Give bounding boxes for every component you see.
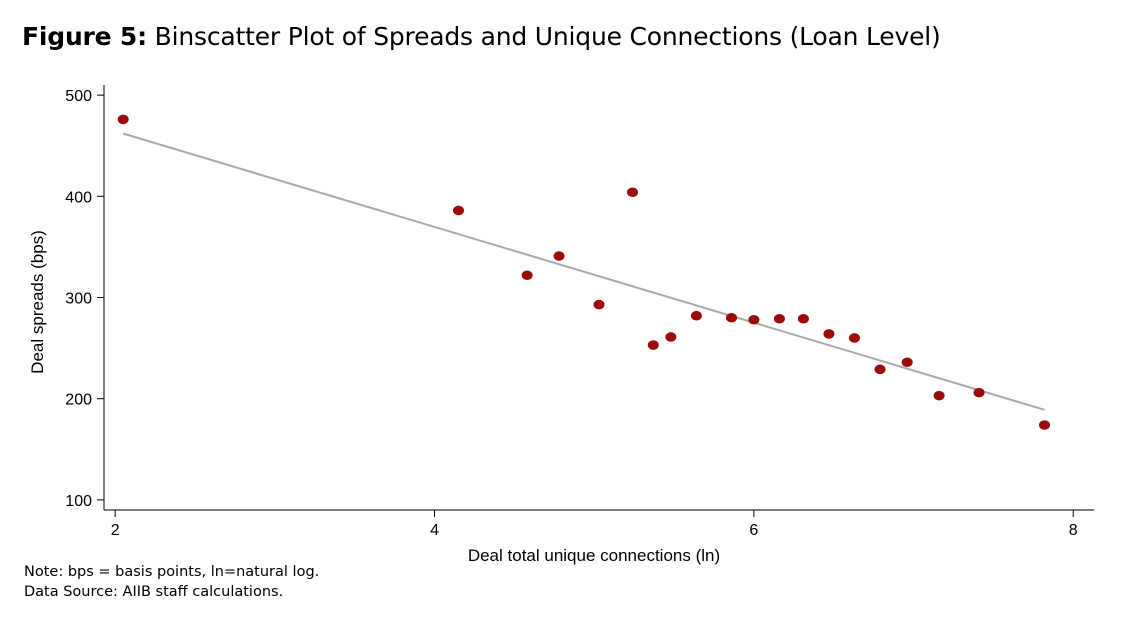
x-tick-label: 2 [111, 522, 120, 539]
scatter-points [117, 114, 1050, 430]
scatter-point [901, 357, 913, 368]
y-tick-label: 300 [65, 291, 92, 308]
x-axis-label: Deal total unique connections (ln) [468, 546, 720, 565]
note-text: Note: bps = basis points, ln=natural log… [24, 564, 320, 580]
scatter-point [553, 251, 565, 261]
fit-line [122, 132, 1045, 411]
scatter-point [665, 332, 677, 342]
x-axis-ticks: 2 4 6 8 [111, 510, 1078, 539]
y-axis-ticks: 100 200 300 400 500 [65, 88, 104, 510]
y-tick-label: 400 [65, 189, 92, 206]
scatter-point [726, 312, 738, 323]
y-tick-label: 500 [65, 88, 92, 105]
scatter-point [647, 340, 659, 350]
scatter-point [773, 313, 785, 324]
scatter-point [1039, 420, 1050, 430]
x-tick-label: 4 [430, 522, 439, 539]
scatter-point [797, 313, 809, 324]
figure-label: Figure 5: [22, 22, 147, 51]
scatter-point [521, 270, 533, 281]
data-source-text: Data Source: AIIB staff calculations. [24, 584, 284, 600]
figure-title: Figure 5: Binscatter Plot of Spreads and… [22, 22, 941, 51]
x-tick-label: 8 [1069, 522, 1078, 539]
scatter-point [748, 314, 760, 325]
scatter-point [973, 387, 985, 398]
scatter-point [823, 329, 835, 339]
figure-title-text: Binscatter Plot of Spreads and Unique Co… [154, 22, 941, 51]
y-axis-label: Deal spreads (bps) [28, 230, 47, 374]
scatter-point [117, 114, 129, 125]
scatter-point [874, 364, 886, 375]
figure-notes: Note: bps = basis points, ln=natural log… [24, 562, 319, 602]
scatter-point [627, 187, 639, 198]
x-tick-label: 6 [749, 522, 758, 539]
y-tick-label: 200 [65, 392, 92, 409]
scatter-point [690, 310, 702, 321]
scatter-point [933, 390, 945, 401]
scatter-point [593, 299, 605, 310]
y-tick-label: 100 [65, 493, 92, 510]
scatter-point [848, 333, 860, 343]
scatter-point [452, 205, 464, 216]
